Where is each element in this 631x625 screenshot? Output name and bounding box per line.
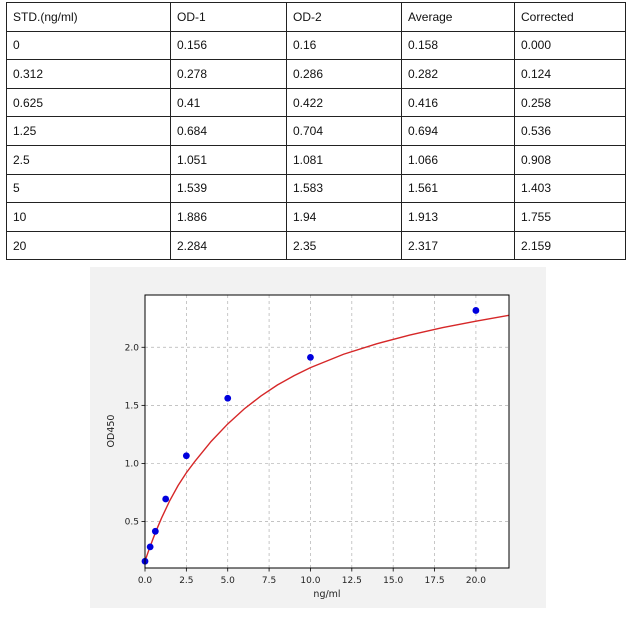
cell-corrected: 0.536: [514, 116, 626, 146]
cell-od2: 0.704: [286, 116, 402, 146]
x-tick-label: 10.0: [300, 576, 320, 586]
data-table: STD.(ng/ml) OD-1 OD-2 Average Corrected …: [6, 2, 626, 261]
x-axis-ticks: 0.0 2.5 5.0 7.5 10.0 12.5 15.0 17.5 20.0: [138, 568, 486, 586]
cell-average: 2.317: [401, 230, 515, 261]
cell-average: 0.158: [401, 30, 515, 61]
data-point: [182, 452, 190, 460]
header-average: Average: [401, 2, 515, 32]
data-point: [162, 495, 170, 503]
cell-od2: 0.286: [286, 59, 402, 89]
cell-od2: 1.583: [286, 173, 402, 204]
cell-od2: 1.94: [286, 202, 402, 232]
data-point: [146, 543, 154, 551]
cell-corrected: 2.159: [514, 230, 626, 261]
x-tick-label: 7.5: [262, 576, 276, 586]
grid-lines: [144, 295, 509, 568]
header-od2: OD-2: [286, 2, 402, 32]
cell-average: 1.913: [401, 202, 515, 232]
cell-od2: 1.081: [286, 144, 402, 175]
table-row: 0 0.156 0.16 0.158 0.000: [6, 30, 626, 61]
cell-od1: 1.539: [170, 173, 287, 204]
data-points-layer: [141, 307, 480, 565]
header-od1: OD-1: [170, 2, 287, 32]
table-row: 20 2.284 2.35 2.317 2.159: [6, 230, 626, 261]
cell-std: 0: [6, 30, 171, 61]
plot-area: [145, 295, 509, 568]
standard-curve-chart: 0.0 2.5 5.0 7.5 10.0 12.5 15.0 17.5 20.0 0.5 1.0 1…: [106, 294, 510, 600]
header-std: STD.(ng/ml): [6, 2, 171, 32]
cell-std: 2.5: [6, 144, 171, 175]
cell-od1: 0.156: [170, 30, 287, 61]
cell-std: 0.625: [6, 87, 171, 118]
cell-std: 0.312: [6, 59, 171, 89]
cell-od1: 0.278: [170, 59, 287, 89]
cell-od2: 0.422: [286, 87, 402, 118]
table-header-row: STD.(ng/ml) OD-1 OD-2 Average Corrected: [6, 2, 626, 32]
data-point: [472, 307, 480, 314]
cell-average: 0.416: [401, 87, 515, 118]
x-tick-label: 0.0: [138, 576, 153, 586]
y-tick-label: 0.5: [125, 518, 139, 528]
cell-od1: 0.684: [170, 116, 287, 146]
x-tick-label: 20.0: [466, 576, 486, 586]
table-row: 1.25 0.684 0.704 0.694 0.536: [6, 116, 626, 146]
header-corrected: Corrected: [514, 2, 626, 32]
y-axis-ticks: 0.5 1.0 1.5 2.0: [125, 343, 145, 528]
cell-average: 0.694: [401, 116, 515, 146]
fit-curve-layer: [144, 314, 510, 562]
cell-corrected: 0.124: [514, 59, 626, 89]
cell-corrected: 0.258: [514, 87, 626, 118]
cell-corrected: 1.755: [514, 202, 626, 232]
table-row: 0.312 0.278 0.286 0.282 0.124: [6, 59, 626, 89]
cell-corrected: 0.908: [514, 144, 626, 175]
x-tick-label: 2.5: [179, 576, 193, 586]
table-row: 10 1.886 1.94 1.913 1.755: [6, 202, 626, 232]
cell-od2: 0.16: [286, 30, 402, 61]
cell-std: 1.25: [6, 116, 171, 146]
cell-od1: 2.284: [170, 230, 287, 261]
cell-od1: 0.41: [170, 87, 287, 118]
cell-od2: 2.35: [286, 230, 402, 261]
data-point: [151, 527, 159, 535]
cell-od1: 1.886: [170, 202, 287, 232]
y-tick-label: 1.5: [125, 401, 139, 411]
plot-frame: [144, 294, 510, 569]
cell-corrected: 0.000: [514, 30, 626, 61]
cell-average: 0.282: [401, 59, 515, 89]
x-axis-label: ng/ml: [313, 589, 340, 600]
cell-average: 1.066: [401, 144, 515, 175]
x-tick-label: 12.5: [342, 576, 362, 586]
x-tick-label: 5.0: [221, 576, 236, 586]
data-point: [224, 394, 232, 402]
cell-od1: 1.051: [170, 144, 287, 175]
cell-average: 1.561: [401, 173, 515, 204]
y-axis-label: OD450: [106, 415, 117, 448]
fit-curve: [144, 314, 510, 562]
table-row: 0.625 0.41 0.422 0.416 0.258: [6, 87, 626, 118]
cell-corrected: 1.403: [514, 173, 626, 204]
x-tick-label: 17.5: [425, 576, 445, 586]
data-point: [307, 353, 314, 361]
cell-std: 10: [6, 202, 171, 232]
y-tick-label: 1.0: [125, 459, 140, 469]
x-tick-label: 15.0: [383, 576, 403, 586]
table-row: 5 1.539 1.583 1.561 1.403: [6, 173, 626, 204]
cell-std: 20: [6, 230, 171, 261]
y-tick-label: 2.0: [125, 343, 140, 353]
cell-std: 5: [6, 173, 171, 204]
chart-panel: 0.0 2.5 5.0 7.5 10.0 12.5 15.0 17.5 20.0 0.5 1.0 1…: [90, 267, 546, 608]
table-row: 2.5 1.051 1.081 1.066 0.908: [6, 144, 626, 175]
